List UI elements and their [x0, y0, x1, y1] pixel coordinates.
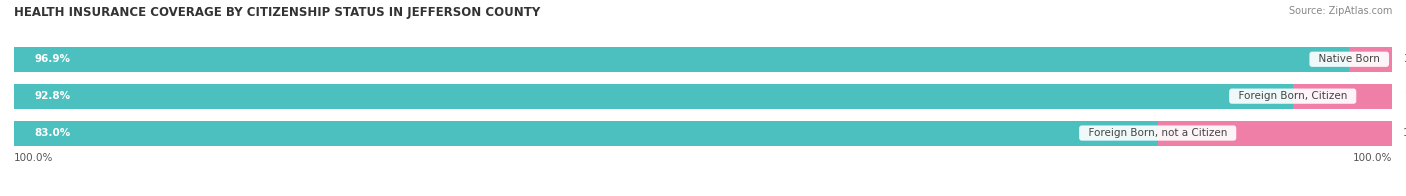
Text: 17.0%: 17.0%: [1403, 128, 1406, 138]
Text: 100.0%: 100.0%: [14, 153, 53, 163]
Text: 3.1%: 3.1%: [1403, 54, 1406, 64]
Text: Native Born: Native Born: [1312, 54, 1386, 64]
Text: 96.9%: 96.9%: [35, 54, 70, 64]
Text: Foreign Born, Citizen: Foreign Born, Citizen: [1232, 91, 1354, 101]
Bar: [14, 121, 1392, 146]
Bar: [1292, 84, 1393, 109]
Bar: [14, 84, 1392, 109]
Bar: [1350, 47, 1392, 72]
Text: 83.0%: 83.0%: [35, 128, 70, 138]
Text: Foreign Born, not a Citizen: Foreign Born, not a Citizen: [1081, 128, 1233, 138]
Text: 100.0%: 100.0%: [1353, 153, 1392, 163]
Bar: [14, 121, 1157, 146]
Bar: [14, 47, 1392, 72]
Text: Source: ZipAtlas.com: Source: ZipAtlas.com: [1288, 6, 1392, 16]
Bar: [1157, 121, 1392, 146]
Text: HEALTH INSURANCE COVERAGE BY CITIZENSHIP STATUS IN JEFFERSON COUNTY: HEALTH INSURANCE COVERAGE BY CITIZENSHIP…: [14, 6, 540, 19]
Bar: [14, 84, 1292, 109]
Text: 7.3%: 7.3%: [1405, 91, 1406, 101]
Text: 92.8%: 92.8%: [35, 91, 70, 101]
Bar: [14, 47, 1350, 72]
